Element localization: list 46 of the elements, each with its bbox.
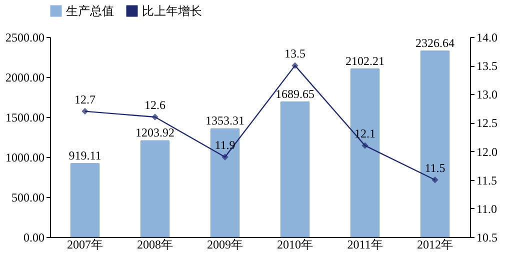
bar bbox=[70, 163, 100, 238]
data-label: 2102.21 bbox=[346, 54, 384, 68]
data-label: 1689.65 bbox=[276, 86, 314, 101]
y2-tick-label: 13.5 bbox=[476, 59, 498, 74]
y2-tick-label: 12.0 bbox=[476, 144, 498, 159]
data-label: 919.11 bbox=[68, 148, 102, 162]
y-tick-label: 0.00 bbox=[24, 230, 44, 244]
x-tick-label: 2012年 bbox=[417, 238, 453, 252]
y2-tick-label: 10.5 bbox=[476, 230, 498, 244]
x-tick-label: 2007年 bbox=[67, 238, 103, 252]
y-tick-label: 1000.00 bbox=[6, 150, 44, 164]
bar bbox=[420, 50, 450, 238]
bar bbox=[280, 102, 310, 238]
data-label: 13.5 bbox=[284, 46, 306, 61]
legend-label: 比上年增长 bbox=[142, 4, 202, 18]
point bbox=[222, 154, 228, 160]
data-label: 12.1 bbox=[354, 126, 376, 141]
data-label: 2326.64 bbox=[416, 36, 454, 50]
x-tick-label: 2009年 bbox=[207, 238, 243, 252]
y2-tick-label: 14.0 bbox=[476, 30, 498, 44]
data-label: 11.5 bbox=[424, 160, 446, 175]
y2-tick-label: 11.5 bbox=[476, 173, 498, 188]
point bbox=[362, 142, 368, 149]
point bbox=[152, 114, 158, 120]
y2-tick-label: 12.5 bbox=[476, 116, 498, 130]
bar bbox=[140, 140, 170, 238]
bar bbox=[350, 68, 380, 238]
point bbox=[82, 108, 88, 115]
data-label: 11.9 bbox=[214, 138, 236, 152]
data-label: 1353.31 bbox=[206, 114, 244, 128]
y-tick-label: 2500.00 bbox=[6, 30, 44, 44]
y-tick-label: 1500.00 bbox=[6, 110, 44, 124]
y-tick-label: 2000.00 bbox=[6, 70, 44, 84]
point bbox=[432, 176, 438, 184]
y-tick-label: 500.00 bbox=[12, 190, 44, 204]
data-label: 1203.92 bbox=[136, 126, 174, 140]
x-tick-label: 2010年 bbox=[277, 238, 313, 252]
y2-tick-label: 13.0 bbox=[476, 88, 498, 102]
bar bbox=[210, 128, 240, 238]
x-tick-label: 2011年 bbox=[347, 238, 383, 252]
data-label: 12.7 bbox=[74, 92, 96, 106]
data-label: 12.6 bbox=[144, 98, 166, 112]
legend-label: 生产总值 bbox=[66, 4, 114, 18]
x-tick-label: 2008年 bbox=[137, 238, 173, 252]
point bbox=[292, 62, 298, 69]
y2-tick-label: 11.0 bbox=[476, 202, 498, 216]
